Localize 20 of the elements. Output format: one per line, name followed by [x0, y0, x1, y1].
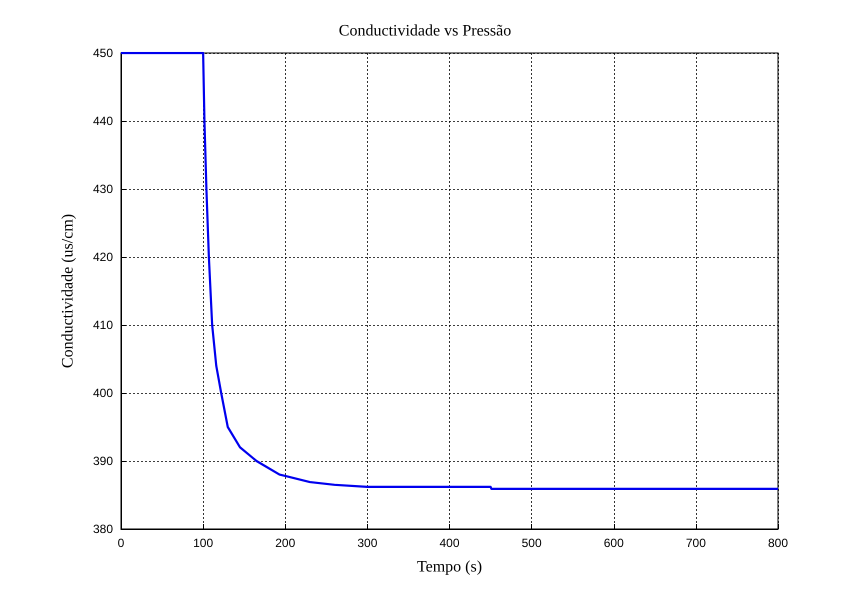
y-axis-title: Conductividade (us/cm) [60, 214, 76, 368]
x-tick-label: 200 [275, 536, 296, 550]
x-tick-label: 800 [768, 536, 788, 550]
x-tick-label: 400 [439, 536, 460, 550]
y-tick-label: 400 [92, 386, 114, 400]
x-tick-label: 300 [357, 536, 378, 550]
x-tick-label: 100 [193, 536, 214, 550]
x-tick-label: 0 [118, 536, 125, 550]
x-axis-title: Tempo (s) [416, 558, 482, 576]
y-tick-label: 410 [92, 318, 114, 332]
y-tick-label: 430 [92, 182, 114, 196]
x-tick-label: 600 [604, 536, 624, 550]
y-tick-label: 390 [92, 454, 114, 468]
x-tick-label: 700 [686, 536, 706, 550]
y-tick-label: 420 [92, 250, 114, 264]
chart-title: Conductividade vs Pressão [338, 22, 512, 40]
y-tick-label: 450 [92, 46, 114, 60]
y-tick-label: 440 [92, 114, 114, 128]
x-tick-label: 500 [522, 536, 542, 550]
y-tick-label: 380 [92, 522, 114, 536]
